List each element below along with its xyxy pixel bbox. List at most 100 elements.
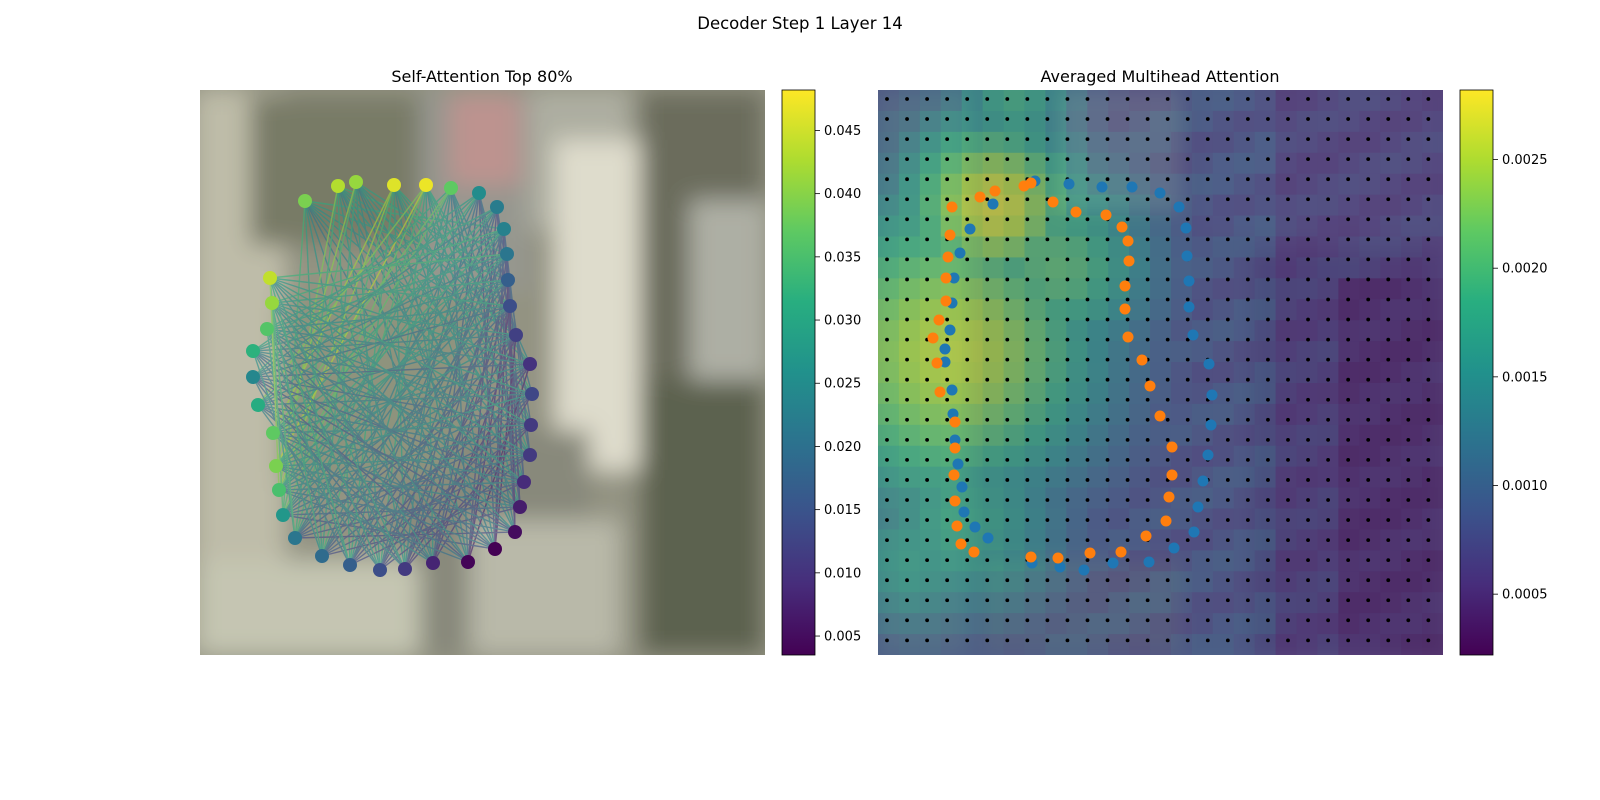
grid-dot (905, 578, 909, 583)
attention-node (298, 194, 312, 208)
grid-dot (1125, 498, 1130, 502)
point-orange (949, 416, 961, 428)
heatmap-cell (1296, 634, 1319, 655)
point-orange (1052, 552, 1064, 564)
panel1-title: Self-Attention Top 80% (391, 67, 572, 86)
attention-node (276, 508, 290, 522)
heatmap-cell (1275, 341, 1298, 363)
heatmap-cell (1380, 215, 1402, 238)
heatmap-cell (1003, 529, 1026, 551)
grid-dot (985, 458, 990, 462)
grid-dot (1286, 437, 1290, 442)
grid-dot (1145, 317, 1150, 322)
grid-dot (985, 157, 990, 162)
grid-dot (905, 437, 909, 442)
heatmap-cell (1380, 173, 1402, 196)
heatmap-cell (1275, 299, 1298, 321)
grid-dot (1045, 97, 1050, 101)
grid-dot (1346, 257, 1351, 262)
heatmap-cell (1422, 445, 1443, 468)
grid-dot (1266, 117, 1270, 121)
grid-dot (965, 237, 970, 242)
heatmap-cell (1422, 215, 1443, 238)
heatmap-cell (1401, 131, 1423, 154)
heatmap-cell (1212, 529, 1235, 551)
grid-dot (1025, 417, 1030, 422)
grid-dot (1225, 137, 1230, 142)
heatmap-cell (1233, 110, 1256, 133)
grid-dot (1326, 217, 1330, 222)
heatmap-cell (982, 571, 1005, 593)
grid-dot (1246, 277, 1250, 282)
grid-dot (1125, 618, 1130, 623)
heatmap-cell (1129, 236, 1151, 259)
grid-dot (1165, 297, 1170, 302)
heatmap-cell (1338, 257, 1360, 279)
heatmap-cell (1150, 613, 1172, 635)
grid-dot (905, 297, 909, 302)
heatmap-cell (1254, 487, 1277, 510)
grid-dot (1165, 177, 1170, 182)
heatmap-cell (1401, 382, 1423, 405)
grid-dot (1366, 397, 1371, 402)
heatmap-cell (898, 90, 921, 112)
grid-dot (1326, 277, 1330, 282)
grid-dot (1286, 558, 1290, 563)
heatmap-cell (961, 152, 984, 175)
grid-dot (1205, 97, 1210, 101)
grid-dot (1125, 417, 1130, 422)
grid-dot (885, 437, 889, 442)
grid-dot (1125, 458, 1130, 462)
heatmap-cell (1066, 173, 1088, 196)
grid-dot (1225, 618, 1230, 623)
point-blue (1192, 501, 1204, 513)
attention-edge (275, 465, 521, 508)
grid-dot (1286, 97, 1290, 101)
point-orange (1070, 206, 1082, 218)
heatmap-cell (1401, 466, 1423, 489)
heatmap-cell (1066, 403, 1088, 426)
grid-dot (1306, 598, 1310, 603)
heatmap-cell (878, 131, 900, 154)
attention-edge (252, 363, 531, 378)
grid-dot (1025, 357, 1030, 362)
grid-dot (1185, 357, 1190, 362)
grid-dot (1246, 538, 1250, 542)
heatmap-cell (1024, 341, 1047, 363)
point-blue (982, 532, 994, 544)
grid-dot (1306, 478, 1310, 482)
heatmap-cell (898, 110, 921, 133)
grid-dot (985, 618, 990, 623)
grid-dot (945, 437, 950, 442)
grid-dot (1326, 498, 1330, 502)
grid-dot (1386, 157, 1391, 162)
grid-dot (985, 337, 990, 342)
heatmap-cell (1170, 403, 1193, 426)
grid-dot (1085, 437, 1090, 442)
grid-dot (1346, 397, 1351, 402)
grid-dot (1145, 217, 1150, 222)
heatmap-cell (1338, 403, 1360, 426)
grid-dot (1165, 137, 1170, 142)
grid-dot (905, 397, 909, 402)
heatmap-cell (1024, 257, 1047, 279)
grid-dot (1045, 538, 1050, 542)
grid-dot (965, 397, 970, 402)
grid-dot (1225, 437, 1230, 442)
grid-dot (1025, 137, 1030, 142)
heatmap-cell (1380, 382, 1402, 405)
heatmap-cell (961, 278, 984, 300)
heatmap-cell (1254, 278, 1277, 300)
grid-dot (1346, 417, 1351, 422)
grid-dot (1065, 578, 1070, 583)
grid-dot (985, 97, 990, 101)
grid-dot (1426, 377, 1431, 382)
grid-dot (925, 417, 929, 422)
grid-dot (1065, 357, 1070, 362)
grid-dot (1165, 437, 1170, 442)
grid-dot (985, 177, 990, 182)
grid-dot (1005, 638, 1010, 643)
grid-dot (925, 618, 929, 623)
point-blue (964, 223, 976, 235)
